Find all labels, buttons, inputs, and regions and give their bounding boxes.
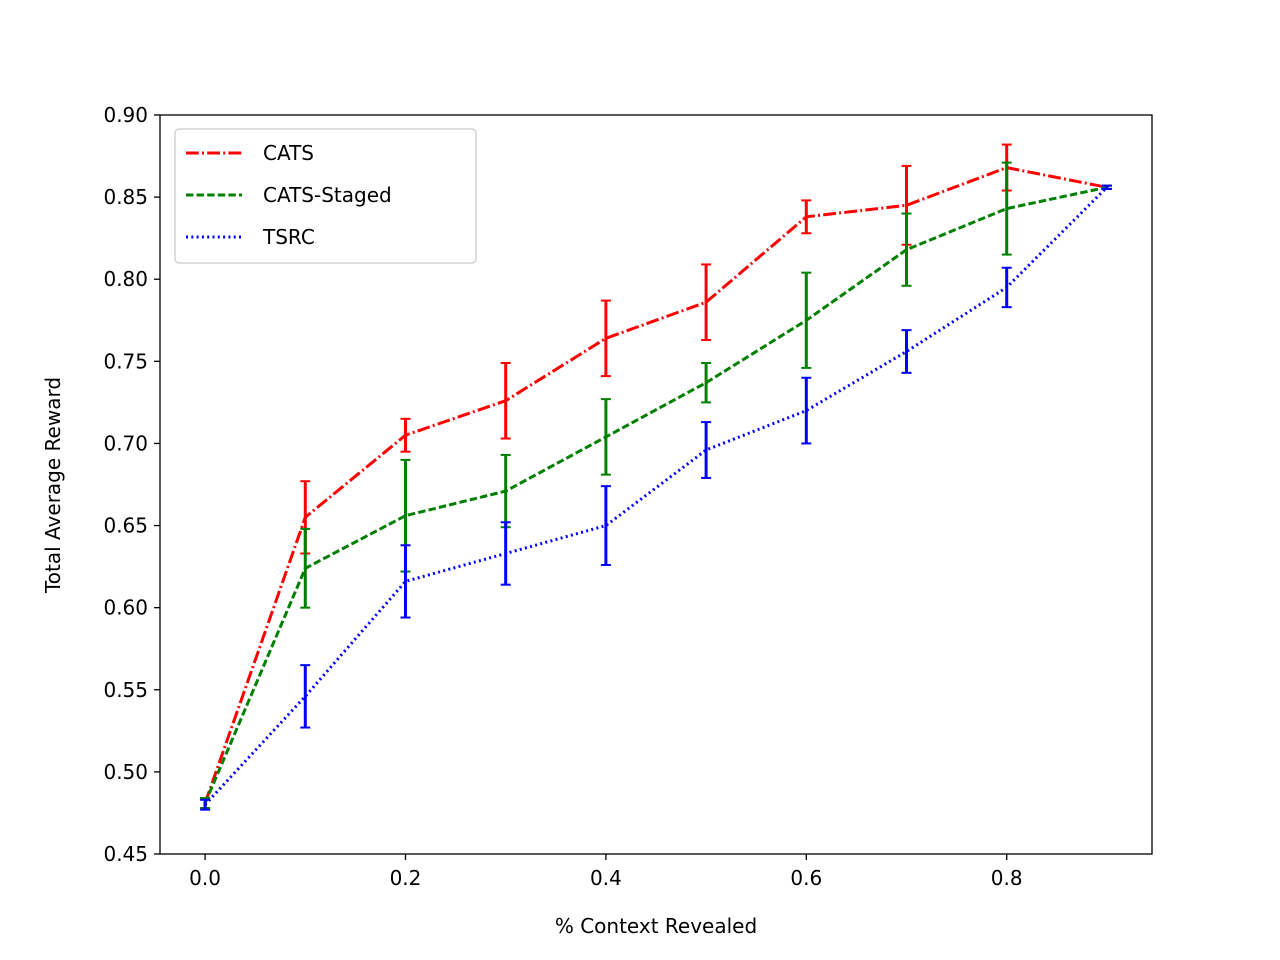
y-tick-label: 0.55 xyxy=(103,678,148,702)
error-bar xyxy=(701,263,712,341)
y-tick-label: 0.85 xyxy=(103,185,148,209)
legend-entry: TSRC xyxy=(186,225,315,249)
error-bar xyxy=(500,521,511,586)
error-bar xyxy=(1001,266,1012,309)
legend-box xyxy=(174,128,477,264)
error-bar xyxy=(1001,161,1012,256)
y-tick-label: 0.80 xyxy=(103,267,148,291)
error-bar xyxy=(701,361,712,404)
series-cats-staged xyxy=(200,161,1112,810)
legend-label: TSRC xyxy=(262,225,315,249)
error-bar xyxy=(400,544,411,619)
error-bar xyxy=(500,361,511,440)
y-tick-label: 0.90 xyxy=(103,103,148,127)
legend-label: CATS-Staged xyxy=(263,183,392,207)
legend-label: CATS xyxy=(263,141,314,165)
series-line xyxy=(203,166,1108,804)
y-tick-label: 0.75 xyxy=(103,349,148,373)
error-bar xyxy=(801,199,812,235)
error-bar xyxy=(600,485,611,566)
error-bar xyxy=(600,299,611,378)
x-tick-label: 0.2 xyxy=(390,866,422,890)
x-tick-label: 0.8 xyxy=(991,866,1023,890)
y-tick-label: 0.45 xyxy=(103,842,148,866)
axes-frame xyxy=(159,114,1153,855)
error-bar xyxy=(200,798,211,811)
plot-area xyxy=(200,143,1112,811)
x-tick-label: 0.6 xyxy=(790,866,822,890)
y-tick-label: 0.70 xyxy=(103,431,148,455)
error-bar xyxy=(1101,184,1112,190)
x-tick-label: 0.0 xyxy=(189,866,221,890)
series-line xyxy=(203,185,1108,804)
error-bar xyxy=(801,376,812,445)
series-tsrc xyxy=(200,184,1112,811)
x-tick-label: 0.4 xyxy=(590,866,622,890)
legend-entry: CATS xyxy=(186,141,314,165)
y-tick-label: 0.50 xyxy=(103,760,148,784)
error-bar xyxy=(600,398,611,476)
error-bar xyxy=(801,271,812,369)
y-axis-label: Total Average Reward xyxy=(41,377,65,594)
y-tick-label: 0.65 xyxy=(103,514,148,538)
legend: CATS CATS-Staged TSRC xyxy=(174,128,477,264)
axes: 0.0 0.2 0.4 0.6 0.8 0.45 0.50 0.55 0.60 0.65 0.70 0… xyxy=(103,103,1153,890)
error-bar xyxy=(300,527,311,609)
series-line xyxy=(203,186,1108,806)
error-bar xyxy=(901,212,912,287)
error-bar xyxy=(400,417,411,453)
error-bar xyxy=(300,664,311,729)
legend-entry: CATS-Staged xyxy=(186,183,392,207)
error-bar xyxy=(901,329,912,374)
error-bar xyxy=(701,421,712,479)
x-axis-label: % Context Revealed xyxy=(555,914,757,938)
y-tick-label: 0.60 xyxy=(103,596,148,620)
